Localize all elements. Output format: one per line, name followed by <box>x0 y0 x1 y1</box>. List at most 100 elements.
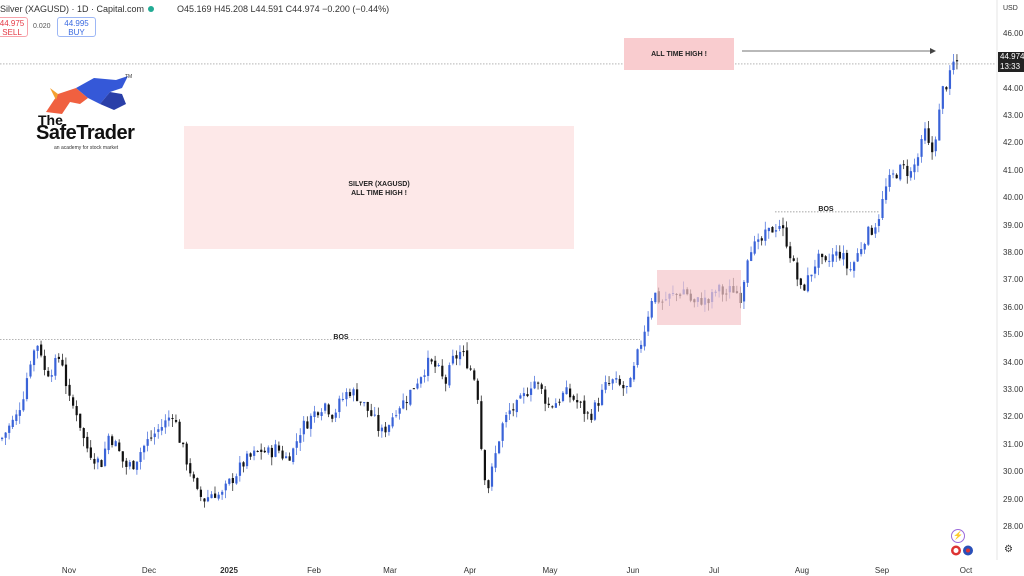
us-flag-icon[interactable] <box>951 545 974 556</box>
candle-body <box>185 443 188 465</box>
candle-body <box>796 262 799 280</box>
candle-body <box>455 355 458 359</box>
candle-body <box>274 444 277 457</box>
candle-body <box>267 447 270 453</box>
candle-body <box>952 61 955 70</box>
candle-body <box>192 474 195 479</box>
candle-body <box>501 423 504 441</box>
candle-body <box>61 359 64 366</box>
candle-body <box>249 453 252 457</box>
candle-body <box>863 243 866 250</box>
candle-body <box>835 251 838 256</box>
candle-body <box>643 331 646 347</box>
candle-body <box>50 375 53 377</box>
candle-body <box>150 437 153 439</box>
gear-icon[interactable]: ⚙ <box>1004 544 1013 555</box>
candle-body <box>402 400 405 409</box>
candle-body <box>32 350 36 366</box>
candle-body <box>938 109 941 141</box>
last-price: 44.974 <box>1000 52 1024 61</box>
market-open-indicator <box>148 6 155 12</box>
candle-body <box>774 230 778 232</box>
y-tick-label: 33.00 <box>1003 385 1024 394</box>
candle-body <box>238 462 242 476</box>
candle-body <box>831 254 834 262</box>
symbol-title[interactable]: Silver (XAGUSD) · 1D · Capital.com <box>0 4 157 14</box>
candle-body <box>128 462 131 467</box>
candle-body <box>927 128 930 143</box>
candle-body <box>231 478 234 484</box>
candle-body <box>909 171 912 178</box>
buy-button[interactable]: 44.995 BUY <box>57 17 96 37</box>
y-tick-label: 39.00 <box>1003 220 1024 230</box>
sell-button[interactable]: 44.975 SELL <box>0 17 28 37</box>
candle-body <box>139 452 142 463</box>
candle-body <box>505 414 508 423</box>
candle-body <box>132 460 135 470</box>
chart-header: Silver (XAGUSD) · 1D · Capital.com O45.1… <box>0 0 990 40</box>
y-tick-label: 32.00 <box>1003 412 1024 422</box>
candle-body <box>352 389 355 396</box>
consolidation-zone <box>657 270 741 325</box>
candle-body <box>625 386 628 388</box>
candle-body <box>888 174 891 187</box>
candle-body <box>54 357 57 376</box>
lightning-icon[interactable]: ⚡ <box>951 529 965 543</box>
candle-body <box>86 436 89 449</box>
y-tick-label: 40.00 <box>1003 193 1024 203</box>
candle-body <box>309 415 313 429</box>
candle-body <box>363 402 366 404</box>
candle-body <box>902 164 905 166</box>
candle-body <box>828 260 831 262</box>
candle-body <box>1 437 4 440</box>
candle-body <box>416 383 419 389</box>
candle-body <box>924 128 927 141</box>
y-tick-label: 28.00 <box>1003 522 1024 531</box>
candle-body <box>398 408 401 414</box>
candle-body <box>451 355 455 364</box>
candle-body <box>89 447 92 458</box>
candle-body <box>561 392 565 402</box>
candle-body <box>277 445 281 451</box>
candle-body <box>565 387 568 395</box>
candle-body <box>615 378 618 380</box>
candle-body <box>789 246 792 259</box>
candle-body <box>487 480 490 489</box>
candle-body <box>544 389 547 404</box>
y-tick-label: 42.00 <box>1003 138 1024 148</box>
candle-body <box>590 413 593 420</box>
buy-label: BUY <box>68 28 85 37</box>
candle-body <box>785 227 788 247</box>
candle-body <box>15 414 18 421</box>
candle-body <box>629 377 632 388</box>
candle-body <box>107 435 110 451</box>
candle-body <box>547 403 550 406</box>
candle-body <box>270 447 273 458</box>
candle-body <box>103 448 107 466</box>
candle-body <box>462 351 465 353</box>
top-annotation-box <box>624 38 734 70</box>
candle-body <box>384 426 387 433</box>
candle-body <box>821 253 824 258</box>
x-tick-label: Oct <box>959 566 973 575</box>
candle-body <box>8 425 11 433</box>
candle-body <box>409 389 412 405</box>
candle-body <box>494 453 497 468</box>
candle-body <box>842 253 845 260</box>
candle-body <box>916 157 920 166</box>
candle-body <box>178 421 181 443</box>
candle-body <box>540 384 543 389</box>
y-tick-label: 36.00 <box>1003 302 1024 312</box>
sell-price: 44.975 <box>0 19 25 28</box>
sell-label: SELL <box>2 28 22 37</box>
candle-body <box>199 489 202 497</box>
candle-body <box>537 382 540 384</box>
candle-body <box>189 463 192 474</box>
currency-label: USD <box>1003 5 1018 12</box>
candle-body <box>302 420 305 435</box>
y-tick-label: 46.00 <box>1003 28 1024 38</box>
candle-body <box>473 370 476 380</box>
candle-body <box>760 238 763 241</box>
candle-body <box>746 260 749 283</box>
